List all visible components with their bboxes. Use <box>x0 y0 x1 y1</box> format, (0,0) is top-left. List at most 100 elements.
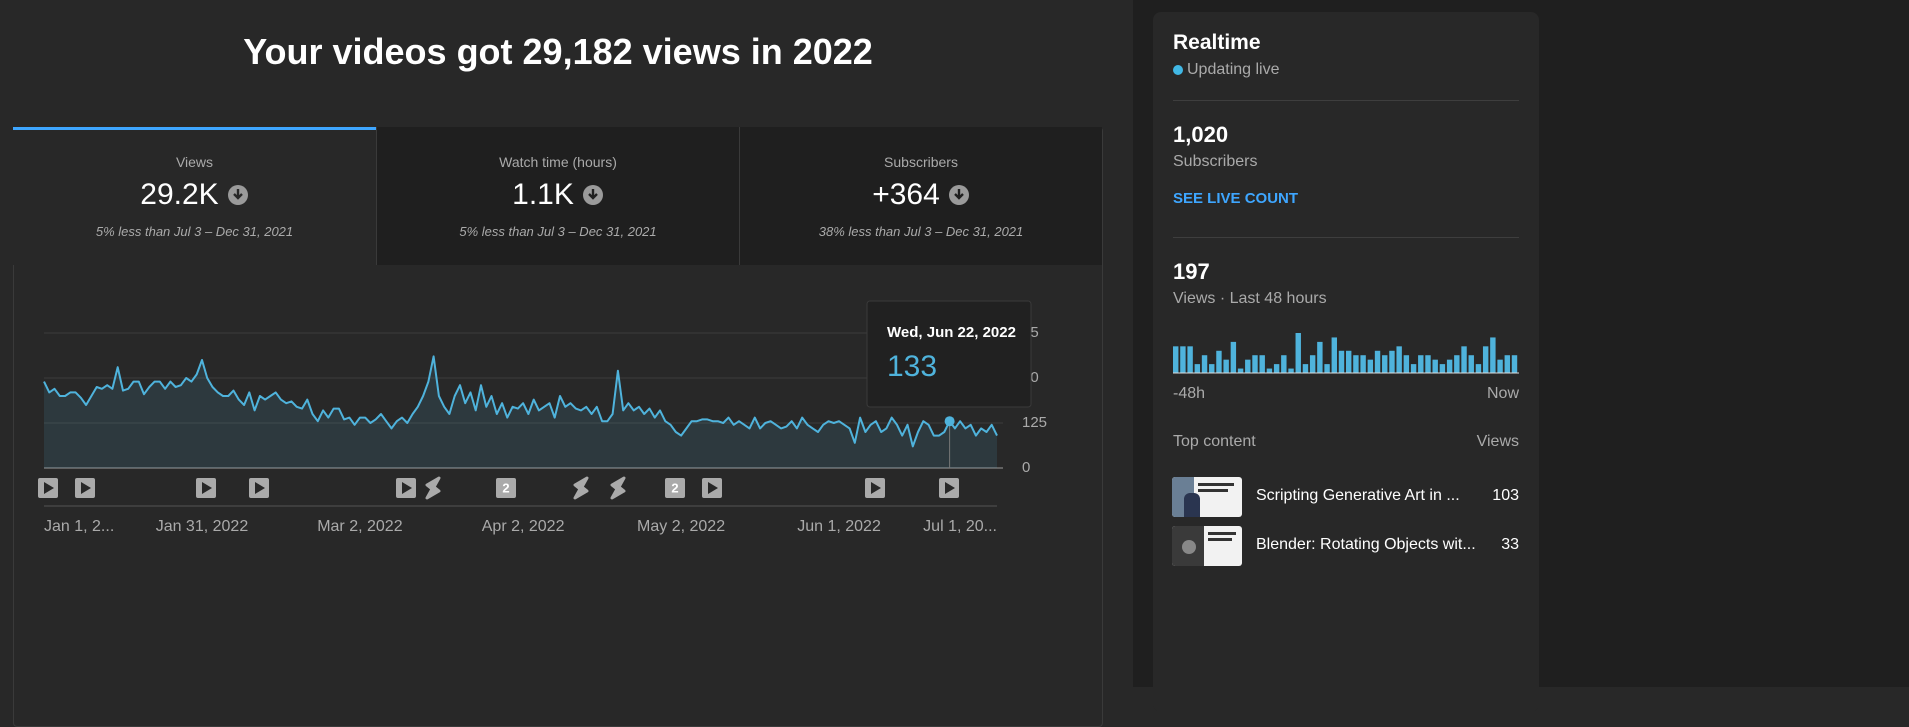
content-views: 103 <box>1492 487 1519 504</box>
live-count-link[interactable]: SEE LIVE COUNT <box>1173 190 1299 207</box>
metric-value: 29.2K <box>140 178 219 211</box>
bar <box>1418 355 1424 373</box>
bar <box>1346 350 1352 373</box>
bar <box>1288 368 1294 373</box>
bar <box>1432 359 1438 373</box>
play-icon <box>202 482 212 494</box>
subscriber-count: 1,020 <box>1173 122 1229 147</box>
x-tick-label: -48h <box>1173 385 1205 402</box>
bar <box>1295 333 1301 373</box>
play-icon <box>81 482 91 494</box>
bar <box>1309 355 1316 373</box>
x-tick-label: Jan 1, 2... <box>44 518 114 535</box>
metric-value: 1.1K <box>512 178 574 211</box>
metric-card[interactable]: Views 29.2K 5% less than Jul 3 – Dec 31,… <box>13 127 376 265</box>
bar <box>1209 364 1215 373</box>
bar <box>1410 364 1417 373</box>
metric-card[interactable]: Watch time (hours) 1.1K 5% less than Jul… <box>376 127 739 265</box>
metric-cards: Views 29.2K 5% less than Jul 3 – Dec 31,… <box>13 127 1103 265</box>
play-icon <box>708 482 718 494</box>
short-marker[interactable] <box>573 476 589 500</box>
bar <box>1331 337 1337 373</box>
bar <box>1425 355 1431 373</box>
bar <box>1230 341 1237 373</box>
play-icon <box>402 482 412 494</box>
count-marker[interactable] <box>496 478 516 498</box>
views-label: Views · Last 48 hours <box>1173 290 1327 307</box>
bar <box>1187 346 1193 373</box>
views-count: 197 <box>1173 259 1210 284</box>
tooltip-date: Wed, Jun 22, 2022 <box>887 324 1016 341</box>
play-icon <box>871 482 881 494</box>
thumbnail[interactable] <box>1172 526 1242 566</box>
metric-value-row: 29.2K <box>140 177 248 213</box>
bar <box>1454 355 1460 373</box>
realtime-title: Realtime <box>1173 31 1261 54</box>
short-marker[interactable] <box>425 476 441 500</box>
metric-value-row: 1.1K <box>512 177 604 213</box>
down-icon <box>948 185 969 205</box>
count-label: 2 <box>671 480 678 495</box>
metric-card[interactable]: Subscribers +364 38% less than Jul 3 – D… <box>739 127 1102 265</box>
live-dot <box>1173 65 1183 75</box>
tooltip <box>866 300 1032 408</box>
bar <box>1439 364 1446 373</box>
content-title[interactable]: Blender: Rotating Objects wit... <box>1256 536 1476 553</box>
line-area <box>44 356 997 468</box>
page: Your videos got 29,182 views in 2022 Vie… <box>13 31 1520 727</box>
bar <box>1259 355 1265 373</box>
bar <box>1173 346 1179 373</box>
hover-point <box>944 416 955 427</box>
bar <box>1497 359 1503 373</box>
metric-comparison: 5% less than Jul 3 – Dec 31, 2021 <box>459 224 657 239</box>
short-marker[interactable] <box>610 476 626 500</box>
bar <box>1194 364 1201 373</box>
x-tick-label: Jun 1, 2022 <box>797 518 881 535</box>
bar <box>1360 355 1366 373</box>
bar <box>1245 359 1251 373</box>
bar <box>1281 355 1287 373</box>
bar <box>1273 364 1280 373</box>
down-icon <box>582 185 603 205</box>
subscriber-label: Subscribers <box>1173 153 1258 170</box>
bar <box>1180 346 1186 373</box>
tooltip-value: 133 <box>887 350 937 383</box>
bar <box>1482 346 1489 373</box>
bar <box>1382 355 1388 373</box>
bar <box>1504 355 1510 373</box>
bar <box>1338 350 1345 373</box>
content-title[interactable]: Scripting Generative Art in ... <box>1256 487 1460 504</box>
bar <box>1403 355 1410 373</box>
bar <box>1468 355 1474 373</box>
x-tick-label: Jul 1, 20... <box>923 518 997 535</box>
metric-label: Subscribers <box>884 154 958 170</box>
x-tick-label: May 2, 2022 <box>637 518 725 535</box>
bar <box>1475 364 1482 373</box>
line <box>43 355 998 448</box>
top-content-title: Top content <box>1173 433 1256 450</box>
bar <box>1302 364 1309 373</box>
play-icon <box>44 482 54 494</box>
count-label: 2 <box>502 480 509 495</box>
realtime-status: Updating live <box>1187 61 1280 78</box>
bar <box>1367 359 1374 373</box>
thumbnail[interactable] <box>1172 477 1242 517</box>
metric-label: Watch time (hours) <box>499 154 617 170</box>
count-marker[interactable] <box>665 478 685 498</box>
divider <box>1173 100 1519 101</box>
bar <box>1446 359 1453 373</box>
top-content-column: Views <box>1476 433 1519 450</box>
page-title: Your videos got 29,182 views in 2022 <box>243 31 873 72</box>
x-tick-label: Mar 2, 2022 <box>317 518 402 535</box>
bar <box>1223 359 1229 373</box>
bar <box>1266 368 1273 373</box>
play-icon <box>255 482 265 494</box>
metric-comparison: 5% less than Jul 3 – Dec 31, 2021 <box>95 224 294 239</box>
metric-value: +364 <box>872 178 940 211</box>
x-tick-label: Now <box>1487 385 1519 402</box>
divider <box>1173 237 1519 238</box>
bar <box>1396 346 1402 373</box>
play-icon <box>945 482 955 494</box>
y-tick-label: 125 <box>1022 414 1047 431</box>
